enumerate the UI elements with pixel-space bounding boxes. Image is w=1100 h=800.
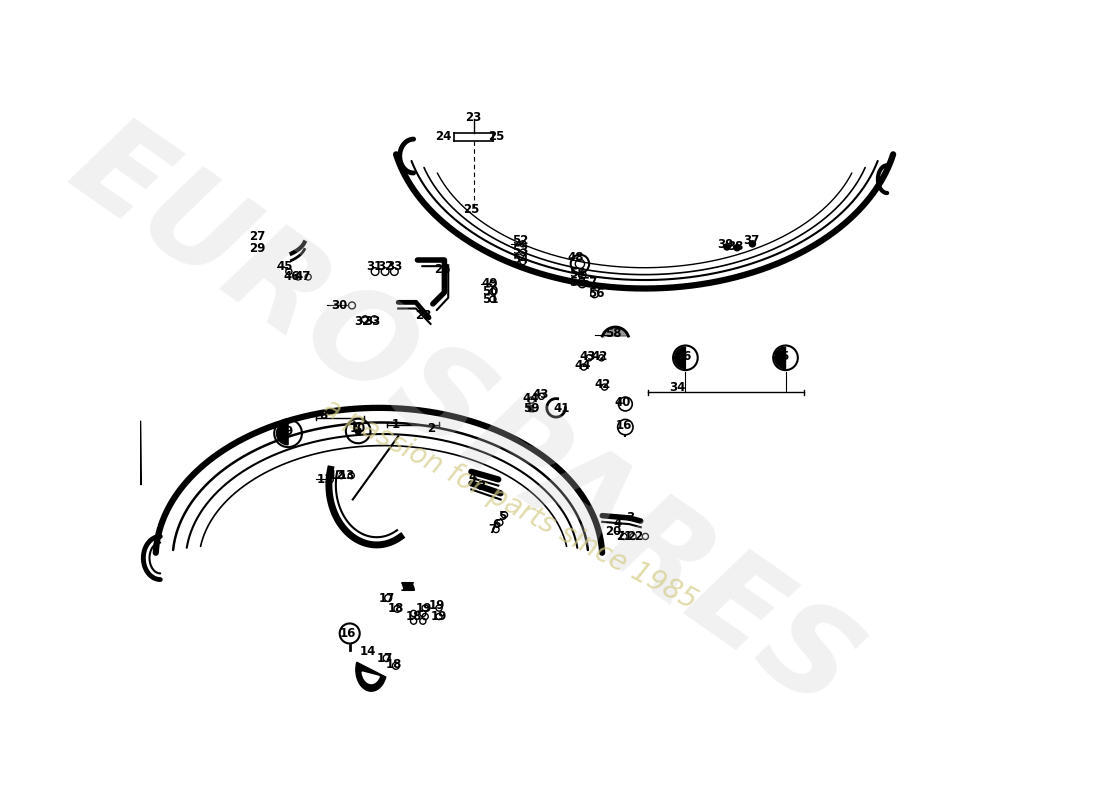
- Text: 4: 4: [614, 517, 622, 530]
- Text: 40: 40: [615, 396, 631, 409]
- Polygon shape: [403, 582, 415, 590]
- Text: 51: 51: [482, 293, 498, 306]
- Text: 17: 17: [378, 591, 395, 605]
- Text: 41: 41: [553, 402, 570, 415]
- Polygon shape: [527, 406, 535, 412]
- Text: 17: 17: [377, 651, 393, 665]
- Text: 19: 19: [431, 610, 448, 623]
- Text: 43: 43: [580, 350, 596, 362]
- Circle shape: [749, 241, 756, 247]
- Text: 56: 56: [570, 276, 586, 289]
- Text: 30: 30: [331, 299, 346, 312]
- Circle shape: [724, 244, 730, 250]
- Text: 59: 59: [524, 402, 540, 415]
- Text: 26: 26: [433, 262, 450, 276]
- Text: a passion for parts since 1985: a passion for parts since 1985: [318, 394, 702, 615]
- Text: 37: 37: [742, 234, 759, 247]
- Text: 11: 11: [317, 473, 333, 486]
- Text: 38: 38: [727, 240, 744, 253]
- Text: 45: 45: [277, 261, 294, 274]
- Text: 3: 3: [627, 511, 635, 525]
- Text: 9: 9: [284, 426, 293, 438]
- Text: 1: 1: [392, 418, 400, 431]
- Text: 29: 29: [249, 242, 265, 255]
- Text: 7: 7: [488, 523, 496, 536]
- Text: 44: 44: [522, 392, 539, 405]
- Text: 42: 42: [592, 350, 608, 362]
- Text: 6: 6: [493, 518, 500, 530]
- Text: 49: 49: [482, 278, 498, 290]
- Text: 5: 5: [498, 510, 506, 523]
- Text: 46: 46: [284, 270, 300, 282]
- Text: 25: 25: [487, 130, 504, 142]
- Text: 22: 22: [627, 530, 644, 543]
- Text: 13: 13: [339, 469, 354, 482]
- Text: 8: 8: [319, 409, 328, 422]
- Text: 19: 19: [416, 602, 432, 615]
- Text: 2: 2: [427, 422, 436, 435]
- Text: 14: 14: [360, 646, 375, 658]
- Text: EUROSPARES: EUROSPARES: [48, 104, 879, 735]
- Text: 20: 20: [605, 525, 621, 538]
- Text: 33: 33: [386, 261, 403, 274]
- Text: 23: 23: [465, 111, 481, 124]
- Text: 32: 32: [354, 315, 370, 328]
- Text: 21: 21: [616, 530, 631, 543]
- Text: 53: 53: [513, 243, 529, 257]
- Text: 24: 24: [434, 130, 451, 142]
- Text: 55: 55: [570, 266, 586, 280]
- Polygon shape: [774, 347, 785, 369]
- Polygon shape: [674, 347, 685, 369]
- Text: 25: 25: [463, 203, 480, 217]
- Text: 36: 36: [675, 350, 692, 362]
- Text: 16: 16: [616, 419, 632, 432]
- Text: 57: 57: [581, 276, 597, 289]
- Text: 10: 10: [350, 422, 366, 435]
- Text: 32: 32: [377, 261, 393, 274]
- Text: 35: 35: [772, 350, 789, 362]
- Circle shape: [734, 245, 740, 250]
- Circle shape: [355, 428, 361, 434]
- Text: 18: 18: [406, 610, 422, 623]
- Text: 4: 4: [469, 470, 477, 484]
- Text: 16: 16: [340, 627, 356, 640]
- Text: 18: 18: [386, 658, 403, 670]
- Text: 43: 43: [532, 388, 549, 402]
- Text: 54: 54: [513, 253, 529, 266]
- Polygon shape: [356, 662, 386, 691]
- Text: 18: 18: [387, 602, 404, 615]
- Text: 12: 12: [329, 469, 344, 482]
- Text: 27: 27: [250, 230, 265, 243]
- Text: 44: 44: [574, 359, 591, 372]
- Polygon shape: [362, 672, 380, 683]
- Text: 15: 15: [399, 581, 416, 594]
- Text: 42: 42: [595, 378, 612, 391]
- Text: 50: 50: [482, 285, 498, 298]
- Polygon shape: [603, 327, 628, 336]
- Text: 39: 39: [717, 238, 734, 251]
- Text: 33: 33: [364, 315, 381, 328]
- Text: 34: 34: [670, 381, 686, 394]
- Text: 56: 56: [587, 286, 604, 300]
- Text: 28: 28: [416, 309, 432, 322]
- Text: 47: 47: [295, 270, 311, 282]
- Text: 3: 3: [477, 480, 485, 493]
- Text: 19: 19: [429, 599, 444, 612]
- Text: 48: 48: [568, 251, 584, 264]
- Text: 31: 31: [366, 261, 383, 274]
- Text: 52: 52: [513, 234, 529, 247]
- Text: 58: 58: [605, 326, 621, 340]
- Polygon shape: [276, 422, 288, 445]
